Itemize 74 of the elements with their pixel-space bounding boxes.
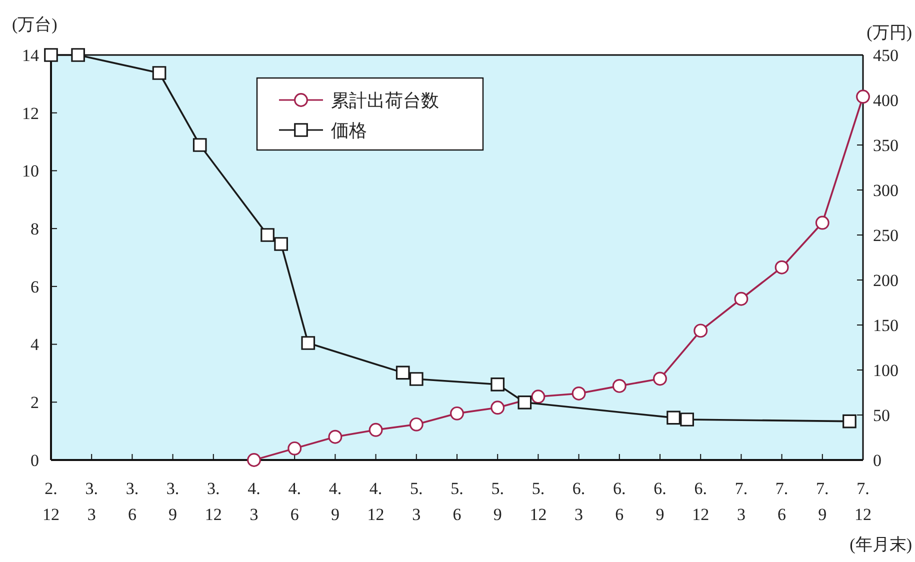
y-tick-label: 14 xyxy=(22,46,40,65)
y-tick-label: 6 xyxy=(30,277,39,296)
x-tick-label: 7. 3 xyxy=(734,479,748,524)
y-tick-label: 0 xyxy=(30,450,39,470)
x-tick-label: 7. 9 xyxy=(816,479,829,524)
point xyxy=(44,48,58,62)
point xyxy=(490,400,505,415)
x-tick-label: 5. 9 xyxy=(491,479,504,524)
legend-label: 累計出荷台数 xyxy=(331,90,439,110)
x-tick-label: 4. 12 xyxy=(367,479,384,524)
y-tick-label: 10 xyxy=(22,162,39,181)
point xyxy=(815,216,830,230)
x-tick-label: 4. 9 xyxy=(328,479,342,524)
point xyxy=(409,372,424,386)
x-tick-label: 5. 6 xyxy=(450,479,464,524)
point xyxy=(653,372,667,386)
point xyxy=(396,366,410,380)
y2-tick-label: 400 xyxy=(873,90,898,110)
x-tick-label: 4. 6 xyxy=(288,479,301,524)
x-tick-label: 3. 3 xyxy=(85,479,98,524)
point xyxy=(666,410,680,425)
point xyxy=(856,90,870,104)
point xyxy=(680,412,694,426)
y2-tick-label: 350 xyxy=(873,136,898,155)
x-tick-label: 7. 12 xyxy=(854,479,872,524)
point xyxy=(409,417,424,432)
point xyxy=(368,422,383,437)
point xyxy=(328,430,342,444)
point xyxy=(774,260,789,274)
y2-tick-label: 50 xyxy=(873,406,890,425)
y2-tick-label: 100 xyxy=(873,360,898,380)
y-tick-label: 8 xyxy=(30,220,39,239)
legend-label: 価格 xyxy=(331,120,367,140)
y-tick-label: 4 xyxy=(30,335,40,354)
x-tick-label: 3. 6 xyxy=(126,479,139,524)
point xyxy=(490,377,505,392)
x-tick-label: 5. 12 xyxy=(530,479,547,524)
point xyxy=(152,66,166,80)
point xyxy=(531,390,546,404)
point xyxy=(192,138,207,152)
x-tick-label: 3. 9 xyxy=(166,479,180,524)
point xyxy=(842,414,856,428)
y-axis-title: (万台) xyxy=(12,15,58,34)
x-tick-label: 6. 12 xyxy=(692,479,710,524)
x-tick-label: 2. 12 xyxy=(42,479,60,524)
y2-tick-label: 300 xyxy=(873,180,898,200)
x-tick-label: 3. 12 xyxy=(204,479,222,524)
y2-tick-label: 250 xyxy=(873,226,898,245)
y-tick-label: 12 xyxy=(22,104,39,123)
x-tick-label: 6. 9 xyxy=(654,479,666,524)
point xyxy=(450,406,464,420)
point xyxy=(247,453,261,467)
y2-tick-label: 450 xyxy=(873,46,898,65)
x-tick-label: 6. 6 xyxy=(613,479,626,524)
x-tick-label: 7. 6 xyxy=(775,479,788,524)
y2-tick-label: 0 xyxy=(873,450,882,470)
point xyxy=(274,237,288,251)
point xyxy=(612,378,626,393)
y2-tick-label: 200 xyxy=(873,270,898,290)
x-axis-title: (年月末) xyxy=(850,535,912,554)
y2-tick-label: 150 xyxy=(873,316,898,335)
x-tick-label: 5. 3 xyxy=(410,479,423,524)
x-tick-label: 4. 3 xyxy=(248,479,260,524)
point xyxy=(301,336,316,350)
point xyxy=(71,48,85,62)
point xyxy=(260,228,274,242)
point xyxy=(734,292,748,306)
point xyxy=(288,441,302,456)
point xyxy=(694,324,708,338)
point xyxy=(518,395,532,410)
y-tick-label: 2 xyxy=(30,393,39,412)
y2-axis-title: (万円) xyxy=(866,23,912,42)
x-tick-label: 6. 3 xyxy=(572,479,586,524)
point xyxy=(572,386,586,400)
